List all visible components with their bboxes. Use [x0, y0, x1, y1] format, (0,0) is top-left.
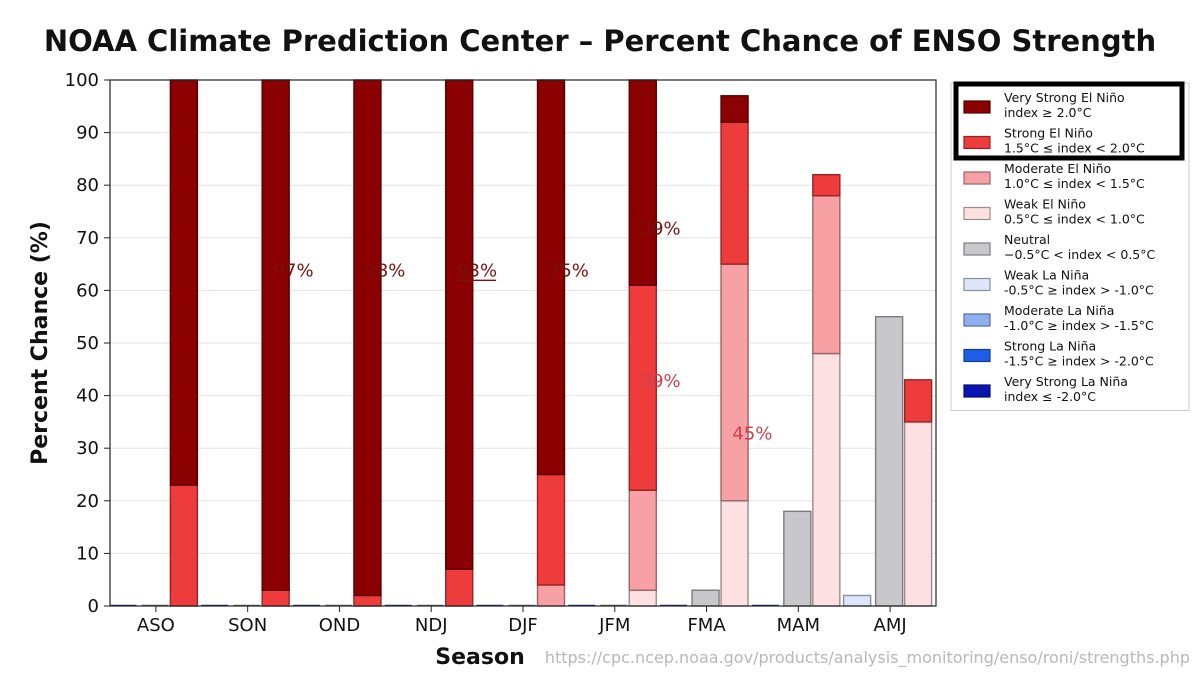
bar-strong-el-nino-ndj	[445, 568, 474, 607]
legend-range-weak-la-nina: -0.5°C ≥ index > -1.0°C	[1004, 283, 1154, 298]
y-tick-label: 10	[76, 543, 99, 564]
bar-very-strong-el-nino-fma	[720, 95, 749, 123]
legend-range-strong-el-nino: 1.5°C ≤ index < 2.0°C	[1004, 141, 1145, 156]
legend-range-neutral: −0.5°C < index < 0.5°C	[1004, 247, 1155, 262]
bar-neutral-fma	[691, 589, 720, 607]
legend-entry-weak-la-nina: Weak La Niña	[1004, 268, 1089, 283]
bar-very-strong-el-nino-son	[261, 79, 290, 591]
annotation-label: 39%	[641, 218, 681, 239]
legend-entry-moderate-el-nino: Moderate El Niño	[1004, 161, 1111, 176]
bar-strong-el-nino-ond	[353, 594, 382, 607]
legend-frame	[950, 82, 1190, 411]
y-tick-label: 90	[76, 123, 99, 144]
x-tick-label: OND	[319, 615, 361, 636]
chart-title: NOAA Climate Prediction Center – Percent…	[44, 24, 1156, 58]
annotation-label: 75%	[549, 260, 589, 281]
legend-swatch-moderate-la-nina	[963, 313, 991, 327]
bar-weak-el-nino-fma	[720, 500, 749, 607]
legend-range-very-strong-la-nina: index ≤ -2.0°C	[1004, 389, 1096, 404]
legend-swatch-very-strong-la-nina	[963, 384, 991, 398]
annotation-label: 45%	[732, 423, 772, 444]
legend-entry-neutral: Neutral	[1004, 232, 1050, 247]
x-tick-label: AMJ	[874, 615, 907, 636]
y-tick-label: 70	[76, 228, 99, 249]
legend-swatch-moderate-el-nino	[963, 171, 991, 185]
legend-entry-weak-el-nino: Weak El Niño	[1004, 197, 1086, 212]
x-tick-label: DJF	[508, 615, 538, 636]
y-tick-label: 20	[76, 491, 99, 512]
bar-strong-el-nino-fma	[720, 121, 749, 265]
annotation-label: 93%	[457, 260, 497, 281]
legend-entry-very-strong-la-nina: Very Strong La Niña	[1004, 374, 1128, 389]
legend-range-moderate-la-nina: -1.0°C ≥ index > -1.5°C	[1004, 318, 1154, 333]
x-axis-ticks: ASO SON OND NDJ DJF JFM FMA MAM AMJ	[137, 606, 907, 636]
x-axis-label: Season	[435, 645, 524, 670]
bar-weak-el-nino-mam	[812, 352, 841, 607]
annotation-label: 39%	[641, 371, 681, 392]
y-tick-label: 40	[76, 386, 99, 407]
annotations: 97% 98% 93% 75% 39% 39% 45%	[274, 218, 773, 444]
legend-swatch-weak-la-nina	[963, 277, 991, 292]
x-tick-label: MAM	[777, 615, 820, 636]
legend-swatch-weak-el-nino	[963, 206, 991, 221]
bar-moderate-el-nino-mam	[812, 195, 841, 355]
legend-entry-moderate-la-nina: Moderate La Niña	[1004, 303, 1114, 318]
bar-weak-el-nino-jfm	[628, 589, 657, 607]
bar-weak-la-nina-amj	[842, 594, 872, 607]
annotation-label: 98%	[365, 260, 405, 281]
bar-strong-el-nino-djf	[536, 473, 566, 586]
bar-very-strong-el-nino-ndj	[445, 79, 474, 570]
legend-entry-very-strong-el-nino: Very Strong El Niño	[1004, 90, 1125, 105]
gridlines	[110, 132, 936, 554]
bar-very-strong-el-nino-djf	[536, 79, 566, 476]
bar-moderate-el-nino-fma	[720, 263, 749, 502]
bars	[109, 79, 933, 607]
x-tick-label: SON	[228, 615, 267, 636]
x-tick-label: FMA	[687, 615, 726, 636]
legend-highlight-box	[953, 81, 1185, 161]
annotation-label: 97%	[274, 260, 314, 281]
legend-swatch-strong-la-nina	[963, 348, 991, 363]
bar-neutral-mam	[783, 510, 812, 607]
source-url: https://cpc.ncep.noaa.gov/products/analy…	[545, 648, 1190, 668]
x-tick-label: NDJ	[415, 615, 448, 636]
bar-very-strong-el-nino-aso	[169, 79, 199, 486]
bar-strong-el-nino-amj	[903, 379, 933, 423]
y-axis-label: Percent Chance (%)	[28, 221, 53, 465]
legend-swatch-very-strong-el-nino	[963, 100, 991, 114]
bar-strong-el-nino-aso	[169, 484, 199, 607]
x-tick-label: JFM	[598, 615, 630, 636]
y-tick-label: 80	[76, 175, 99, 196]
x-tick-label: ASO	[137, 615, 175, 636]
y-axis-ticks: 0 10 20 30 40 50 60 70 80 90 100	[65, 70, 110, 617]
legend-range-moderate-el-nino: 1.0°C ≤ index < 1.5°C	[1004, 176, 1145, 191]
legend-range-strong-la-nina: -1.5°C ≥ index > -2.0°C	[1004, 354, 1154, 369]
bar-strong-el-nino-jfm	[628, 284, 657, 491]
legend-range-weak-el-nino: 0.5°C ≤ index < 1.0°C	[1004, 212, 1145, 227]
bar-very-strong-el-nino-ond	[353, 79, 382, 597]
y-tick-label: 50	[76, 333, 99, 354]
bar-neutral-amj	[874, 316, 904, 607]
legend-entry-strong-la-nina: Strong La Niña	[1004, 339, 1096, 354]
bar-moderate-el-nino-djf	[536, 584, 566, 607]
y-tick-label: 60	[76, 280, 99, 301]
legend-swatch-neutral	[963, 242, 991, 256]
y-tick-label: 0	[88, 596, 99, 617]
legend-swatch-strong-el-nino	[963, 135, 991, 150]
bar-moderate-el-nino-jfm	[628, 489, 657, 591]
y-tick-label: 30	[76, 438, 99, 459]
bar-strong-el-nino-son	[261, 589, 290, 607]
legend-entry-strong-el-nino: Strong El Niño	[1004, 126, 1093, 141]
bar-very-strong-el-nino-jfm	[628, 79, 657, 286]
y-tick-label: 100	[65, 70, 99, 91]
bar-strong-el-nino-mam	[812, 173, 841, 197]
legend-range-very-strong-el-nino: index ≥ 2.0°C	[1004, 105, 1092, 120]
bar-weak-el-nino-amj	[903, 421, 933, 607]
